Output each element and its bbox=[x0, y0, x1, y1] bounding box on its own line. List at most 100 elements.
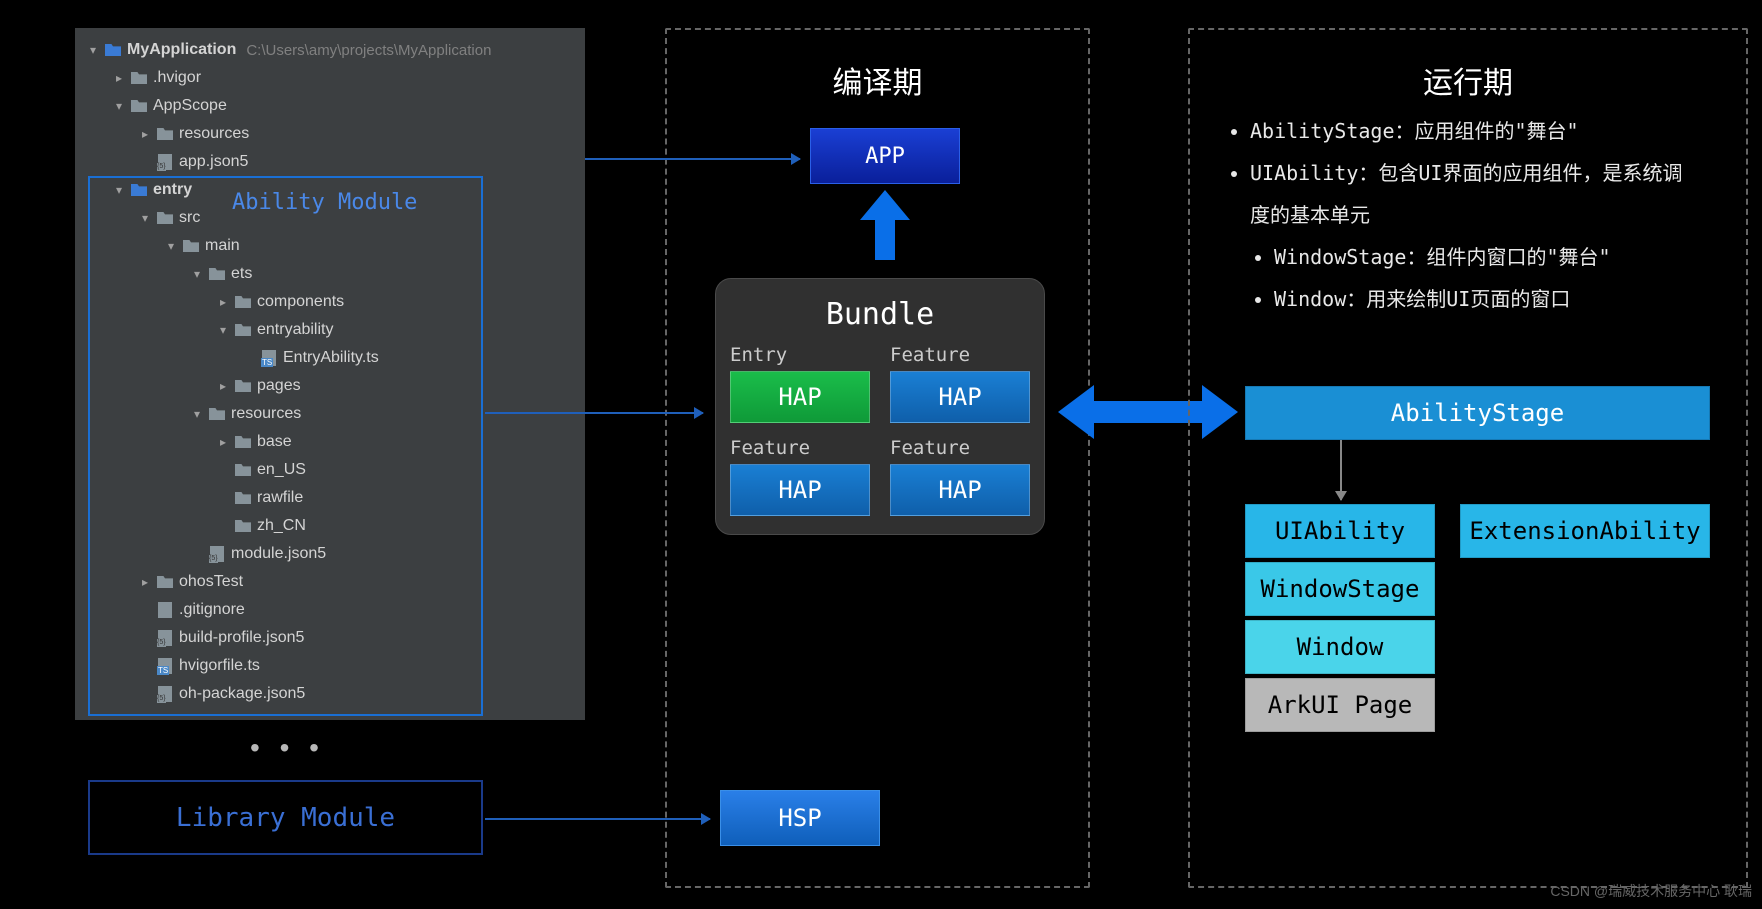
tree-item-label: hvigorfile.ts bbox=[179, 657, 260, 675]
folder-icon bbox=[103, 44, 123, 56]
file-tree[interactable]: ▾ MyApplication C:\Users\amy\projects\MyAp… bbox=[75, 36, 585, 708]
tree-item[interactable]: ▸pages bbox=[75, 372, 585, 400]
tree-item[interactable]: ▾resources bbox=[75, 400, 585, 428]
tree-item[interactable]: hvigorfile.ts bbox=[75, 652, 585, 680]
hap-box: HAP bbox=[730, 464, 870, 516]
chevron-icon: ▾ bbox=[213, 323, 233, 337]
folder-icon bbox=[233, 492, 253, 504]
tree-item[interactable]: .gitignore bbox=[75, 596, 585, 624]
runtime-bullet: AbilityStage：应用组件的"舞台" bbox=[1250, 110, 1690, 152]
hap-cell: FeatureHAP bbox=[890, 344, 1030, 423]
tree-item-label: rawfile bbox=[257, 489, 303, 507]
folder-icon bbox=[233, 380, 253, 392]
file-icon bbox=[259, 350, 279, 366]
tree-item-label: en_US bbox=[257, 461, 306, 479]
tree-item-label: zh_CN bbox=[257, 517, 306, 535]
runtime-bullet: WindowStage：组件内窗口的"舞台" bbox=[1274, 236, 1690, 278]
tree-item-label: AppScope bbox=[153, 97, 227, 115]
hsp-box: HSP bbox=[720, 790, 880, 846]
tree-item-label: module.json5 bbox=[231, 545, 326, 563]
tree-item[interactable]: rawfile bbox=[75, 484, 585, 512]
folder-icon bbox=[129, 100, 149, 112]
extension-ability-box: ExtensionAbility bbox=[1460, 504, 1710, 558]
file-icon bbox=[207, 546, 227, 562]
tree-item-label: ets bbox=[231, 265, 252, 283]
arrow-library-to-hsp bbox=[485, 818, 710, 820]
tree-item-label: pages bbox=[257, 377, 301, 395]
runtime-bullet: UIAbility：包含UI界面的应用组件，是系统调度的基本单元 bbox=[1250, 152, 1690, 236]
chevron-icon: ▾ bbox=[161, 239, 181, 253]
arrow-entry-to-bundle bbox=[485, 412, 703, 414]
library-module-box: Library Module bbox=[88, 780, 483, 855]
tree-item[interactable]: module.json5 bbox=[75, 540, 585, 568]
folder-icon bbox=[207, 268, 227, 280]
chevron-icon: ▾ bbox=[187, 407, 207, 421]
tree-item[interactable]: ▸ components bbox=[75, 288, 585, 316]
tree-item[interactable]: ▾ main bbox=[75, 232, 585, 260]
tree-item[interactable]: ▸.hvigor bbox=[75, 64, 585, 92]
hap-box: HAP bbox=[890, 371, 1030, 423]
tree-item-label: entry bbox=[153, 181, 192, 199]
stage-box: WindowStage bbox=[1245, 562, 1435, 616]
bundle-title: Bundle bbox=[730, 297, 1030, 332]
tree-item-label: app.json5 bbox=[179, 153, 248, 171]
folder-icon bbox=[155, 576, 175, 588]
tree-item-label: .gitignore bbox=[179, 601, 245, 619]
arrow-stage-down bbox=[1340, 440, 1342, 500]
hap-cell: EntryHAP bbox=[730, 344, 870, 423]
tree-item[interactable]: ▸resources bbox=[75, 120, 585, 148]
tree-item[interactable]: ▾entryability bbox=[75, 316, 585, 344]
chevron-icon: ▾ bbox=[83, 43, 103, 57]
tree-item[interactable]: ▾AppScope bbox=[75, 92, 585, 120]
watermark: CSDN @瑞威技术服务中心 耿瑞 bbox=[1550, 881, 1752, 901]
bundle-box: Bundle EntryHAPFeatureHAPFeatureHAPFeatu… bbox=[715, 278, 1045, 535]
hap-grid: EntryHAPFeatureHAPFeatureHAPFeatureHAP bbox=[730, 344, 1030, 516]
arrow-up-bundle-to-app bbox=[860, 190, 910, 270]
folder-icon bbox=[233, 324, 253, 336]
tree-item[interactable]: build-profile.json5 bbox=[75, 624, 585, 652]
folder-icon bbox=[155, 212, 175, 224]
stage-box: Window bbox=[1245, 620, 1435, 674]
tree-item[interactable]: app.json5 bbox=[75, 148, 585, 176]
file-icon bbox=[155, 630, 175, 646]
folder-icon bbox=[155, 128, 175, 140]
tree-item[interactable]: ▸ohosTest bbox=[75, 568, 585, 596]
tree-item-label: MyApplication bbox=[127, 41, 236, 59]
tree-item-label: main bbox=[205, 237, 240, 255]
file-icon bbox=[155, 686, 175, 702]
app-box: APP bbox=[810, 128, 960, 184]
tree-item[interactable]: oh-package.json5 bbox=[75, 680, 585, 708]
folder-icon bbox=[207, 408, 227, 420]
tree-item[interactable]: ▸base bbox=[75, 428, 585, 456]
chevron-icon: ▸ bbox=[109, 71, 129, 85]
library-module-label: Library Module bbox=[176, 803, 395, 833]
tree-item[interactable]: ▾ MyApplication C:\Users\amy\projects\MyAp… bbox=[75, 36, 585, 64]
ability-module-label: Ability Module bbox=[232, 190, 417, 215]
tree-item-label: base bbox=[257, 433, 292, 451]
chevron-icon: ▾ bbox=[109, 183, 129, 197]
folder-icon bbox=[233, 464, 253, 476]
ellipsis-dots: • • • bbox=[250, 732, 325, 764]
chevron-icon: ▸ bbox=[213, 295, 233, 309]
chevron-icon: ▾ bbox=[187, 267, 207, 281]
chevron-icon: ▸ bbox=[135, 575, 155, 589]
folder-icon bbox=[181, 240, 201, 252]
hap-box: HAP bbox=[890, 464, 1030, 516]
tree-item[interactable]: zh_CN bbox=[75, 512, 585, 540]
file-tree-panel: ▾ MyApplication C:\Users\amy\projects\MyAp… bbox=[75, 28, 585, 720]
runtime-bullets: AbilityStage：应用组件的"舞台"UIAbility：包含UI界面的应… bbox=[1230, 110, 1690, 320]
stage-box: ArkUI Page bbox=[1245, 678, 1435, 732]
arrow-tree-to-app bbox=[585, 158, 800, 160]
folder-icon bbox=[129, 72, 149, 84]
tree-item-path: C:\Users\amy\projects\MyApplication bbox=[246, 42, 491, 59]
tree-item-label: src bbox=[179, 209, 200, 227]
tree-item[interactable]: EntryAbility.ts bbox=[75, 344, 585, 372]
tree-item-label: components bbox=[257, 293, 344, 311]
tree-item[interactable]: en_US bbox=[75, 456, 585, 484]
hap-box: HAP bbox=[730, 371, 870, 423]
hap-caption: Feature bbox=[730, 437, 870, 459]
tree-item[interactable]: ▾ ets bbox=[75, 260, 585, 288]
runtime-title: 运行期 bbox=[1190, 58, 1746, 102]
folder-icon bbox=[233, 296, 253, 308]
tree-item-label: EntryAbility.ts bbox=[283, 349, 379, 367]
